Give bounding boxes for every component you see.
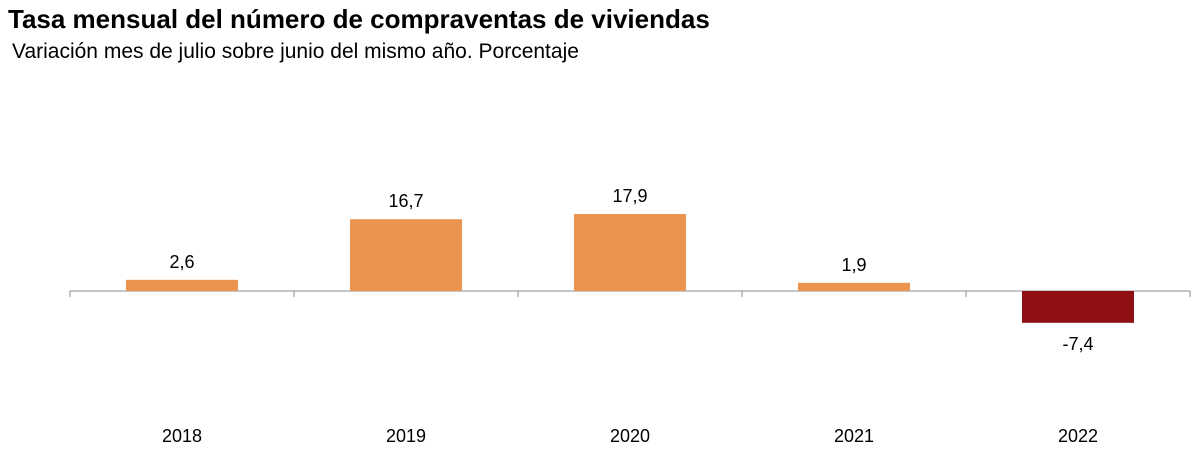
x-tick-label-2019: 2019 bbox=[386, 426, 426, 446]
chart-title: Tasa mensual del número de compraventas … bbox=[8, 4, 710, 34]
data-label-2020: 17,9 bbox=[612, 186, 647, 206]
data-label-2021: 1,9 bbox=[841, 255, 866, 275]
x-tick-label-2022: 2022 bbox=[1058, 426, 1098, 446]
bar-2019 bbox=[350, 219, 462, 291]
x-tick-label-2020: 2020 bbox=[610, 426, 650, 446]
bar-2020 bbox=[574, 214, 686, 291]
data-label-2018: 2,6 bbox=[169, 252, 194, 272]
chart-subtitle: Variación mes de julio sobre junio del m… bbox=[12, 40, 579, 63]
data-label-2022: -7,4 bbox=[1062, 334, 1093, 354]
bar-2018 bbox=[126, 279, 238, 291]
bar-2021 bbox=[798, 282, 910, 291]
x-tick-label-2018: 2018 bbox=[162, 426, 202, 446]
x-tick-label-2021: 2021 bbox=[834, 426, 874, 446]
bar-2022 bbox=[1022, 291, 1134, 323]
data-label-2019: 16,7 bbox=[388, 191, 423, 211]
